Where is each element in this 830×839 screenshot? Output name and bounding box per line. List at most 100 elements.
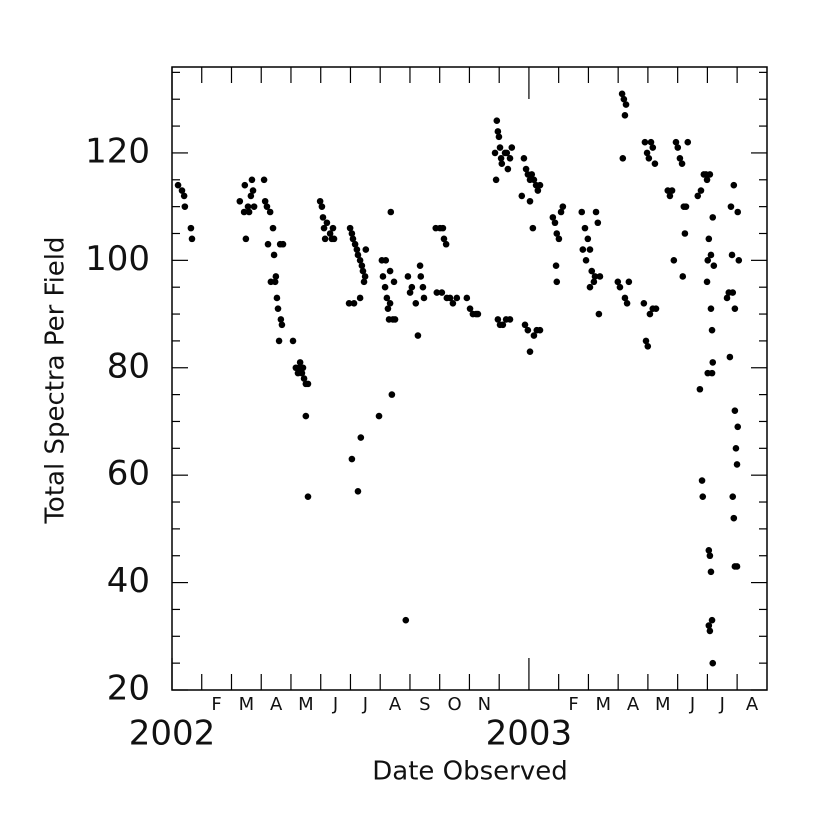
point xyxy=(382,257,390,264)
point xyxy=(594,219,602,227)
point xyxy=(723,294,731,302)
point xyxy=(706,627,714,635)
point xyxy=(707,305,715,312)
point xyxy=(330,235,338,243)
point xyxy=(466,305,474,312)
point xyxy=(709,659,717,667)
point xyxy=(358,262,366,270)
point xyxy=(586,283,594,291)
point xyxy=(406,289,414,296)
point xyxy=(703,176,711,184)
point xyxy=(581,224,589,232)
point xyxy=(704,369,712,377)
point xyxy=(706,171,714,178)
point xyxy=(592,208,600,216)
point xyxy=(495,133,503,141)
point xyxy=(494,316,502,323)
point xyxy=(528,171,536,178)
point xyxy=(551,219,559,227)
point xyxy=(384,305,392,312)
point xyxy=(646,310,654,318)
point xyxy=(708,326,716,334)
x-year-label: 2002 xyxy=(129,714,216,754)
y-tick-label: 20 xyxy=(107,669,150,709)
point xyxy=(621,112,629,119)
point xyxy=(412,300,420,307)
point xyxy=(269,224,277,232)
point xyxy=(419,283,427,291)
point xyxy=(240,208,248,216)
point xyxy=(733,461,741,468)
point xyxy=(703,278,711,286)
point xyxy=(595,310,603,318)
point xyxy=(499,321,507,329)
point xyxy=(360,278,368,286)
point xyxy=(698,477,706,484)
point xyxy=(526,348,534,355)
point xyxy=(304,493,312,500)
point xyxy=(641,138,649,146)
point xyxy=(705,622,713,629)
point xyxy=(178,187,186,194)
point xyxy=(250,203,258,210)
point xyxy=(474,310,482,318)
point xyxy=(350,300,358,307)
point xyxy=(647,138,655,146)
point xyxy=(681,230,689,237)
y-axis-label: Total Spectra Per Field xyxy=(41,236,71,524)
point xyxy=(249,187,257,194)
point xyxy=(329,224,337,232)
point xyxy=(536,181,544,189)
point xyxy=(699,493,707,500)
point xyxy=(402,616,410,624)
point xyxy=(582,257,590,264)
point xyxy=(316,197,324,205)
point xyxy=(522,165,530,173)
point xyxy=(417,273,425,280)
point xyxy=(446,294,454,302)
point xyxy=(643,149,651,157)
point xyxy=(379,273,387,280)
point xyxy=(520,155,528,162)
point xyxy=(682,203,690,210)
point xyxy=(678,160,686,167)
point xyxy=(652,305,660,312)
point xyxy=(621,294,629,302)
point xyxy=(260,176,268,184)
point xyxy=(706,552,714,560)
point xyxy=(345,300,353,307)
point xyxy=(272,273,280,280)
point xyxy=(614,278,622,286)
point xyxy=(351,240,359,248)
point xyxy=(391,316,399,323)
point xyxy=(707,251,715,259)
x-month-label: A xyxy=(270,694,283,715)
y-tick-label: 100 xyxy=(85,239,150,279)
point xyxy=(348,455,356,463)
point xyxy=(521,321,529,329)
point xyxy=(676,155,684,162)
point xyxy=(579,246,587,253)
x-month-label: J xyxy=(362,694,368,715)
point xyxy=(730,514,738,522)
point xyxy=(557,208,565,216)
point xyxy=(321,235,329,243)
point xyxy=(496,144,504,151)
x-month-label: A xyxy=(389,694,402,715)
point xyxy=(236,197,244,205)
point xyxy=(529,224,537,232)
point xyxy=(728,251,736,259)
point xyxy=(387,208,395,216)
point xyxy=(386,300,394,307)
point xyxy=(684,138,692,146)
point xyxy=(707,568,715,576)
point xyxy=(492,176,500,184)
point xyxy=(668,187,676,194)
point xyxy=(644,342,652,350)
point xyxy=(578,208,586,216)
point xyxy=(731,407,739,415)
point xyxy=(383,294,391,302)
point xyxy=(596,273,604,280)
point xyxy=(584,235,592,243)
point xyxy=(453,294,461,302)
